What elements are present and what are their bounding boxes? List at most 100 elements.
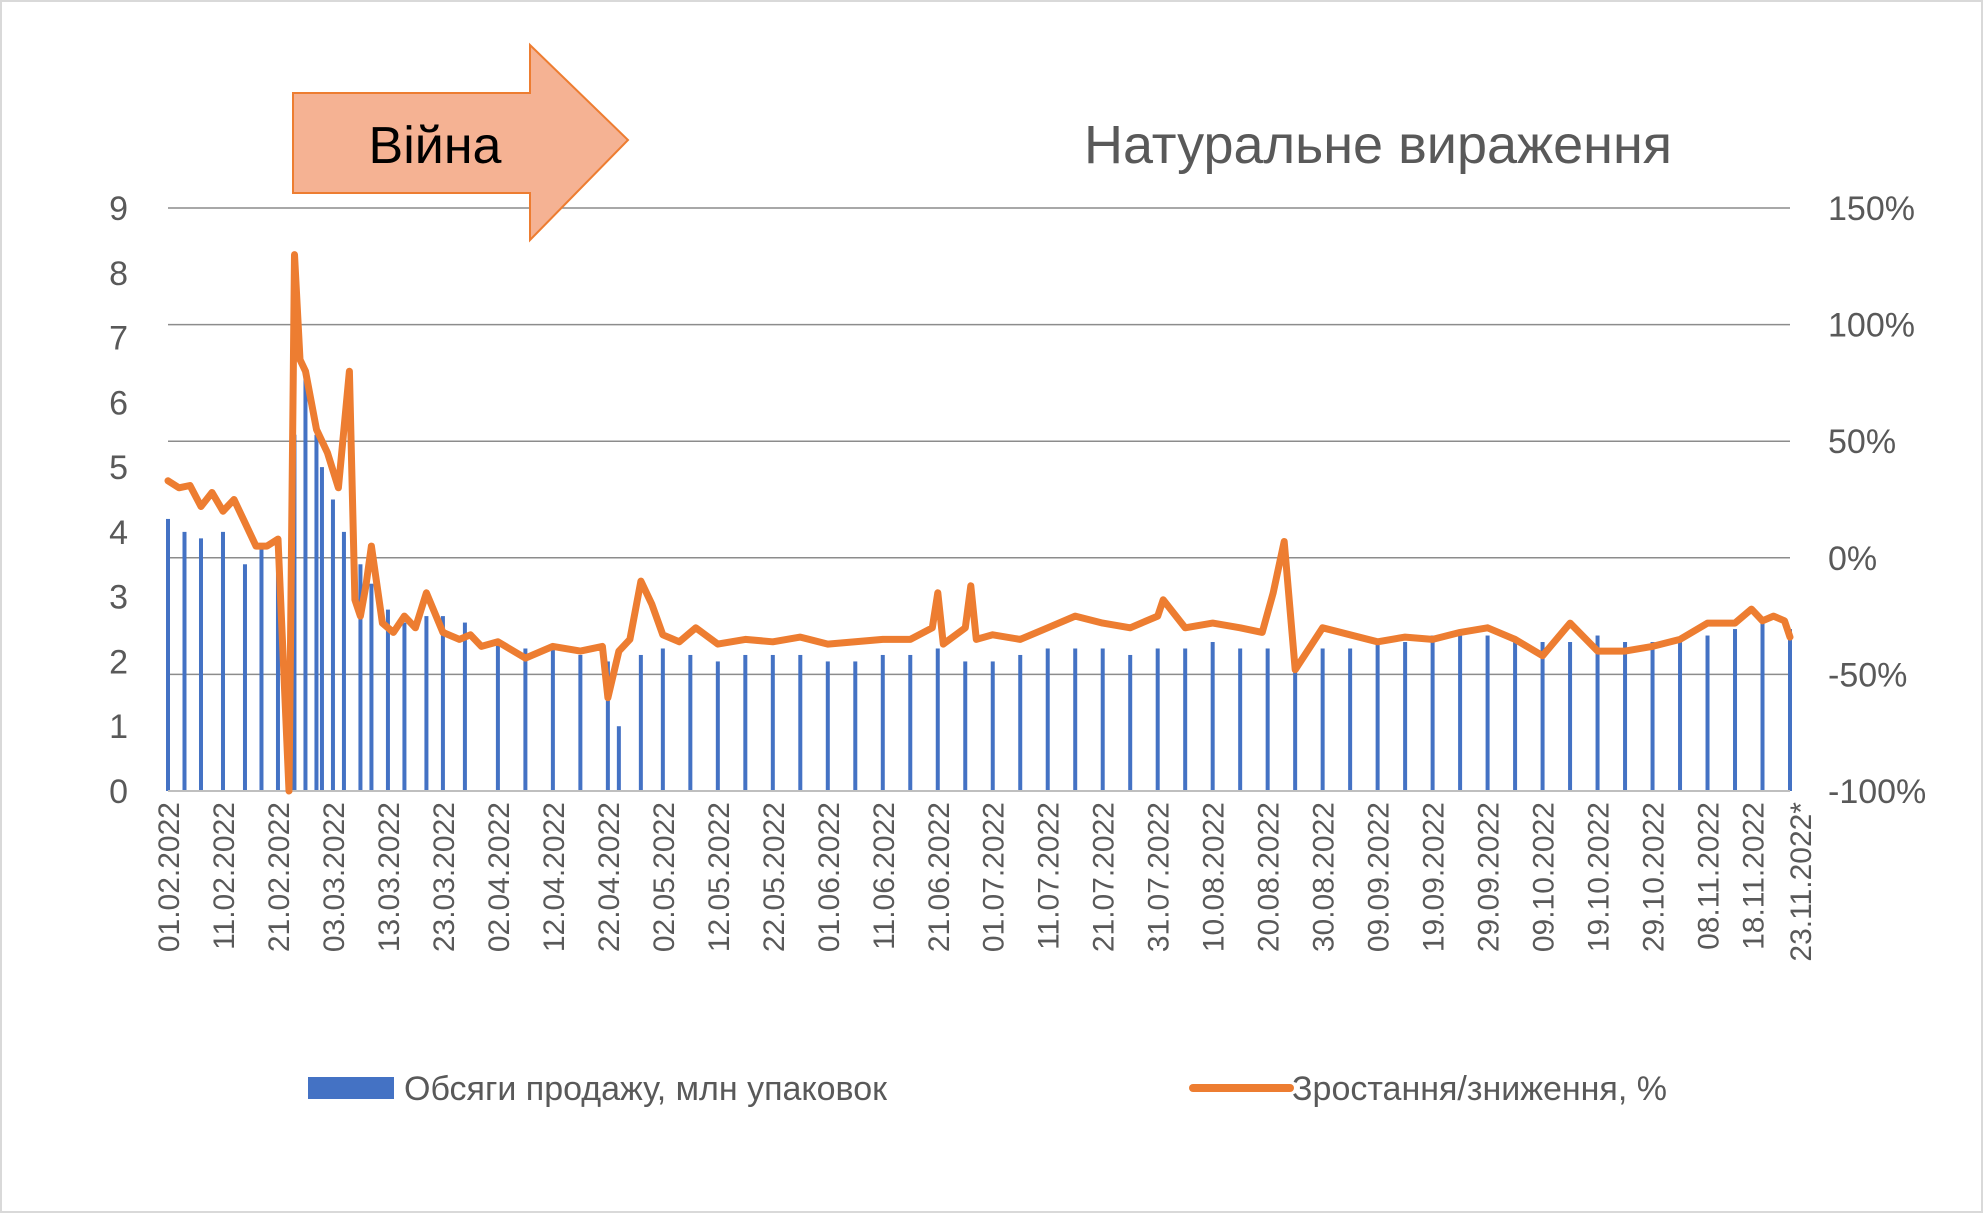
x-tick-label: 21.02.2022: [263, 802, 296, 952]
line-point: [167, 479, 169, 482]
bar: [660, 648, 665, 791]
line-point: [441, 631, 444, 634]
bar: [1678, 642, 1683, 791]
bar: [1348, 648, 1353, 791]
bar: [303, 369, 308, 791]
line-point: [326, 451, 329, 454]
y2-tick-label: 100%: [1828, 307, 1915, 345]
legend-label-growth: Зростання/зниження, %: [1292, 1070, 1667, 1108]
line-point: [1486, 626, 1489, 629]
bar: [853, 661, 858, 791]
x-tick-label: 23.11.2022*: [1785, 802, 1818, 962]
bar: [1100, 648, 1105, 791]
x-tick-label: 29.10.2022: [1638, 802, 1671, 952]
line-point: [1596, 650, 1599, 653]
bar: [1650, 642, 1655, 791]
line-point: [716, 643, 719, 646]
line-series: [164, 251, 1794, 795]
bar: [1430, 635, 1435, 791]
line-point: [210, 491, 213, 494]
line-point: [1651, 645, 1654, 648]
bar: [1760, 622, 1765, 791]
bar: [440, 616, 445, 791]
line-point: [304, 370, 307, 373]
bar: [242, 564, 247, 791]
line-point: [1019, 638, 1022, 641]
line-point: [579, 650, 582, 653]
bar: [963, 661, 968, 791]
bar: [1375, 642, 1380, 791]
bar: [314, 434, 319, 791]
gridlines: [168, 207, 1790, 676]
y-tick-label: 1: [109, 708, 128, 746]
bar: [1183, 648, 1188, 791]
line-point: [1376, 640, 1379, 643]
line-point: [694, 626, 697, 629]
y2-tick-label: -100%: [1828, 773, 1926, 811]
bar: [743, 654, 748, 791]
bar: [770, 654, 775, 791]
y-tick-label: 7: [109, 320, 128, 358]
bar: [424, 616, 429, 791]
line-point: [1239, 626, 1242, 629]
bar: [1485, 635, 1490, 791]
line-point: [265, 545, 268, 548]
bar: [1733, 629, 1738, 791]
war-annotation: Війна: [369, 117, 502, 175]
line-point: [221, 510, 224, 513]
line-point: [1046, 626, 1049, 629]
line-point: [551, 645, 554, 648]
bar: [1513, 642, 1518, 791]
bar: [1045, 648, 1050, 791]
line-point: [425, 591, 428, 594]
bar: [1155, 648, 1160, 791]
line-point: [370, 545, 373, 548]
line-point: [381, 622, 384, 625]
bar: [275, 538, 280, 791]
line-point: [1283, 540, 1286, 543]
line-point: [364, 584, 367, 587]
line-point: [1789, 636, 1791, 639]
line-point: [1272, 591, 1275, 594]
line-point: [1261, 631, 1264, 634]
line-point: [1211, 622, 1214, 625]
line-point: [744, 638, 747, 641]
bar: [1623, 642, 1628, 791]
bar: [369, 583, 374, 791]
x-tick-label: 29.09.2022: [1473, 802, 1506, 952]
x-tick-label: 13.03.2022: [373, 802, 406, 952]
line-point: [1349, 633, 1352, 636]
line-point: [881, 638, 884, 641]
bar: [358, 564, 363, 791]
line-point: [392, 631, 395, 634]
x-tick-label: 11.06.2022: [868, 802, 901, 950]
line-point: [293, 253, 296, 256]
bar: [1705, 635, 1710, 791]
x-tick-label: 09.09.2022: [1363, 802, 1396, 952]
legend: Обсяги продажу, млн упаковок Зростання/з…: [308, 1070, 1667, 1108]
x-tick-label: 18.11.2022: [1738, 802, 1771, 950]
x-tick-label: 03.03.2022: [318, 802, 351, 952]
line-point: [931, 626, 934, 629]
bar: [495, 642, 500, 791]
y-tick-label: 6: [109, 384, 128, 422]
line-point: [199, 505, 202, 508]
line-point: [1129, 626, 1132, 629]
y-tick-label: 4: [109, 514, 128, 552]
line-point: [480, 645, 483, 648]
bar: [402, 622, 407, 791]
line-point: [1541, 654, 1544, 657]
line-point: [287, 790, 290, 792]
line-point: [1184, 626, 1187, 629]
y2-tick-label: 150%: [1828, 190, 1915, 228]
line-point: [799, 636, 802, 639]
bar: [798, 654, 803, 791]
line-point: [414, 626, 417, 629]
line-point: [661, 633, 664, 636]
bar: [1018, 654, 1023, 791]
bar: [616, 726, 621, 791]
line-point: [353, 598, 356, 601]
bar: [1073, 648, 1078, 791]
line-point: [1321, 626, 1324, 629]
